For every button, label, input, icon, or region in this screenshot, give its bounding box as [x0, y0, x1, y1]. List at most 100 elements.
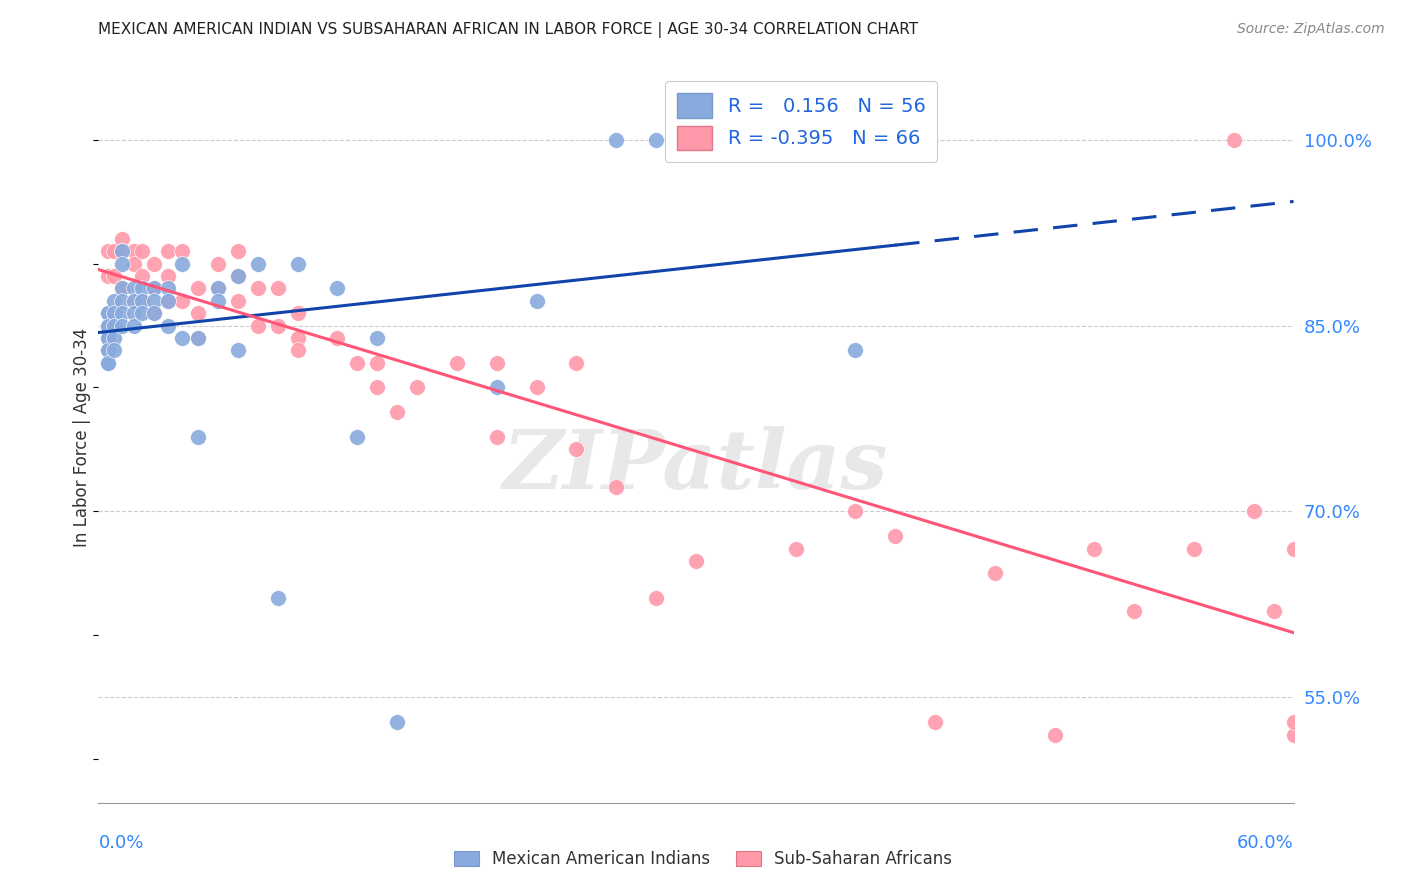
Point — [131, 306, 153, 320]
Point — [157, 244, 180, 259]
Point — [187, 281, 209, 295]
Point — [103, 343, 125, 358]
Point — [187, 331, 209, 345]
Point — [124, 244, 146, 259]
Point — [226, 343, 249, 358]
Point — [157, 318, 180, 333]
Point — [131, 244, 153, 259]
Point — [143, 281, 166, 295]
Point — [207, 281, 229, 295]
Point — [645, 132, 668, 146]
Point — [143, 281, 166, 295]
Point — [124, 256, 146, 270]
Point — [1263, 604, 1285, 618]
Point — [246, 281, 269, 295]
Point — [485, 430, 508, 444]
Point — [326, 331, 349, 345]
Point — [187, 331, 209, 345]
Point — [1243, 504, 1265, 518]
Point — [844, 343, 866, 358]
Point — [366, 331, 388, 345]
Point — [172, 331, 194, 345]
Point — [157, 293, 180, 308]
Text: 60.0%: 60.0% — [1237, 834, 1294, 852]
Point — [844, 504, 866, 518]
Point — [97, 318, 120, 333]
Point — [103, 331, 125, 345]
Point — [131, 281, 153, 295]
Point — [1282, 728, 1305, 742]
Point — [97, 343, 120, 358]
Point — [446, 356, 468, 370]
Point — [97, 343, 120, 358]
Point — [685, 132, 707, 146]
Point — [1282, 541, 1305, 556]
Point — [485, 380, 508, 394]
Point — [565, 442, 588, 457]
Point — [157, 268, 180, 283]
Point — [131, 293, 153, 308]
Point — [103, 318, 125, 333]
Point — [287, 306, 309, 320]
Point — [785, 541, 807, 556]
Point — [143, 306, 166, 320]
Point — [605, 132, 627, 146]
Point — [385, 715, 409, 730]
Point — [884, 132, 907, 146]
Point — [124, 293, 146, 308]
Point — [1123, 604, 1146, 618]
Point — [1282, 715, 1305, 730]
Point — [406, 380, 429, 394]
Point — [366, 380, 388, 394]
Point — [103, 293, 125, 308]
Legend: R =   0.156   N = 56, R = -0.395   N = 66: R = 0.156 N = 56, R = -0.395 N = 66 — [665, 81, 938, 162]
Point — [1043, 728, 1066, 742]
Point — [207, 281, 229, 295]
Point — [485, 356, 508, 370]
Point — [124, 318, 146, 333]
Point — [111, 232, 134, 246]
Point — [645, 591, 668, 606]
Point — [157, 281, 180, 295]
Point — [326, 281, 349, 295]
Point — [97, 356, 120, 370]
Point — [111, 293, 134, 308]
Point — [605, 480, 627, 494]
Text: 0.0%: 0.0% — [98, 834, 143, 852]
Point — [1182, 541, 1205, 556]
Point — [97, 356, 120, 370]
Point — [103, 268, 125, 283]
Point — [884, 529, 907, 543]
Point — [207, 293, 229, 308]
Point — [246, 256, 269, 270]
Point — [97, 306, 120, 320]
Point — [143, 306, 166, 320]
Point — [111, 281, 134, 295]
Point — [111, 281, 134, 295]
Point — [143, 256, 166, 270]
Point — [924, 715, 946, 730]
Point — [131, 268, 153, 283]
Point — [1222, 132, 1246, 146]
Y-axis label: In Labor Force | Age 30-34: In Labor Force | Age 30-34 — [73, 327, 91, 547]
Point — [385, 405, 409, 419]
Point — [97, 331, 120, 345]
Point — [97, 331, 120, 345]
Point — [111, 244, 134, 259]
Point — [226, 293, 249, 308]
Point — [131, 293, 153, 308]
Point — [187, 430, 209, 444]
Point — [1083, 541, 1105, 556]
Point — [685, 554, 707, 568]
Point — [984, 566, 1007, 581]
Point — [172, 293, 194, 308]
Point — [287, 343, 309, 358]
Point — [124, 281, 146, 295]
Point — [157, 293, 180, 308]
Text: MEXICAN AMERICAN INDIAN VS SUBSAHARAN AFRICAN IN LABOR FORCE | AGE 30-34 CORRELA: MEXICAN AMERICAN INDIAN VS SUBSAHARAN AF… — [98, 22, 918, 38]
Point — [103, 244, 125, 259]
Point — [111, 244, 134, 259]
Point — [124, 306, 146, 320]
Point — [111, 318, 134, 333]
Legend: Mexican American Indians, Sub-Saharan Africans: Mexican American Indians, Sub-Saharan Af… — [447, 844, 959, 875]
